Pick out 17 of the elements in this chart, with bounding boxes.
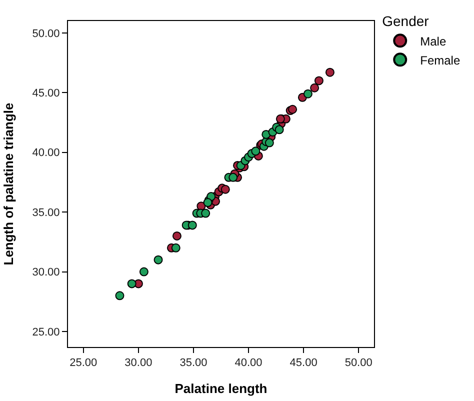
x-tick-label: 50.00 <box>344 357 372 370</box>
x-tick-label: 35.00 <box>180 357 208 370</box>
legend-label: Female <box>420 53 460 68</box>
y-tick-label: 30.00 <box>32 266 60 279</box>
y-tick-label: 40.00 <box>32 147 60 160</box>
y-axis-title: Length of palatine triangle <box>1 102 16 266</box>
y-tick-label: 35.00 <box>32 206 60 219</box>
x-axis-title: Palatine length <box>174 380 268 396</box>
x-tick-label: 25.00 <box>70 357 98 370</box>
y-tick-label: 45.00 <box>32 88 60 100</box>
legend-label: Male <box>420 34 446 48</box>
x-tick-label: 40.00 <box>234 357 262 370</box>
y-tick-label: 25.00 <box>32 326 60 338</box>
legend-title: Gender <box>382 13 430 30</box>
y-tick-label: 50.00 <box>32 28 60 40</box>
x-tick-label: 45.00 <box>290 357 318 370</box>
x-tick-label: 30.00 <box>124 357 152 370</box>
